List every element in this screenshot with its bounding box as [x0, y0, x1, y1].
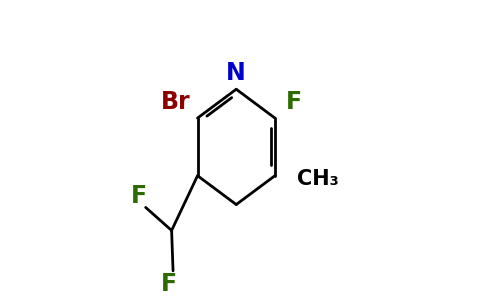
Text: F: F	[130, 184, 147, 208]
Text: N: N	[227, 61, 246, 85]
Text: Br: Br	[161, 90, 191, 114]
Text: F: F	[161, 272, 177, 296]
Text: F: F	[286, 90, 302, 114]
Text: CH₃: CH₃	[297, 169, 338, 189]
